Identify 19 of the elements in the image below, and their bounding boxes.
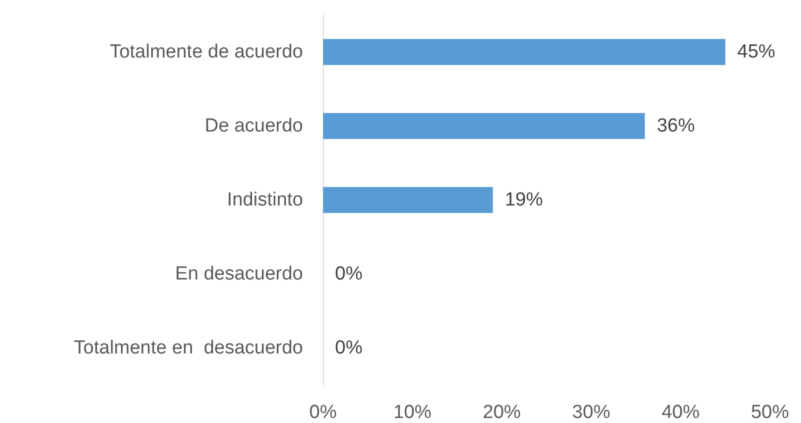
bar xyxy=(323,187,493,213)
data-label: 45% xyxy=(737,42,776,62)
x-tick-label: 50% xyxy=(750,402,790,423)
data-label: 0% xyxy=(335,264,363,284)
x-tick-label: 0% xyxy=(309,402,337,423)
y-tick-label: De acuerdo xyxy=(204,116,303,136)
y-tick-label: Indistinto xyxy=(226,190,303,210)
x-tick-label: 40% xyxy=(662,402,700,423)
x-tick-label: 10% xyxy=(393,402,432,423)
bar xyxy=(323,113,645,139)
x-tick-label: 20% xyxy=(482,402,521,423)
data-label: 19% xyxy=(504,190,543,210)
y-tick-label: En desacuerdo xyxy=(175,264,303,284)
y-tick-label: Totalmente en desacuerdo xyxy=(74,338,303,358)
data-label: 36% xyxy=(656,116,695,136)
bar xyxy=(323,39,726,65)
data-label: 0% xyxy=(335,338,363,358)
x-tick-label: 30% xyxy=(572,402,610,423)
y-tick-label: Totalmente de acuerdo xyxy=(110,42,303,62)
